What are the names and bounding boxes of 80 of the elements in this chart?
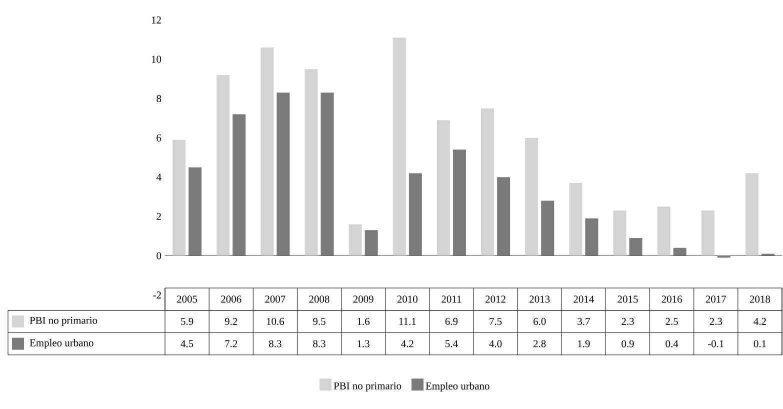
x-tick-label: 2005 xyxy=(177,296,198,303)
x-tick-label: 2018 xyxy=(750,296,770,303)
x-tick-label: 2015 xyxy=(618,296,638,303)
data-label: 6.9 xyxy=(445,318,458,325)
data-label: 8.3 xyxy=(313,340,326,348)
data-label: 1.9 xyxy=(578,340,590,348)
bar xyxy=(408,173,422,256)
data-label: -0.1 xyxy=(708,340,724,348)
data-label: 4.5 xyxy=(180,340,194,348)
data-label: 2.8 xyxy=(534,340,546,348)
bar xyxy=(392,38,406,256)
bar xyxy=(569,183,582,256)
x-tick-label: 2008 xyxy=(309,296,330,303)
data-label: 9.5 xyxy=(313,318,326,325)
data-label: 9.2 xyxy=(224,318,238,325)
y-tick-label: 12 xyxy=(152,16,161,24)
data-label: 5.9 xyxy=(181,318,194,325)
bar xyxy=(673,248,686,256)
bar xyxy=(188,167,202,256)
bar xyxy=(320,92,334,256)
y-tick-label: -2 xyxy=(153,292,161,298)
legend-label: Empleo urbano xyxy=(426,382,490,392)
x-tick-label: 2013 xyxy=(530,296,550,303)
bar xyxy=(216,74,230,256)
legend-label: PBI no primario xyxy=(30,316,98,326)
bar xyxy=(172,140,186,256)
y-tick-label: 2 xyxy=(156,212,161,220)
x-tick-label: 2011 xyxy=(442,296,462,303)
data-label: 8.3 xyxy=(269,340,282,348)
bar xyxy=(348,224,362,256)
bar xyxy=(481,108,494,256)
x-tick-label: 2010 xyxy=(397,296,418,303)
bar xyxy=(585,218,598,256)
data-label: 2.3 xyxy=(622,318,634,325)
bar xyxy=(541,200,554,256)
data-label: 4.2 xyxy=(401,340,414,348)
data-label: 0.9 xyxy=(622,340,634,348)
bar xyxy=(452,150,466,256)
data-label: 5.4 xyxy=(446,340,458,348)
x-tick-label: 2016 xyxy=(662,296,682,303)
x-tick-label: 2014 xyxy=(574,296,594,303)
data-label: 7.5 xyxy=(490,318,502,325)
data-label: 0.1 xyxy=(754,340,766,348)
data-label: 4.2 xyxy=(754,318,766,325)
bar xyxy=(260,47,274,256)
y-tick-label: 6 xyxy=(156,134,162,142)
bar xyxy=(525,138,538,256)
data-label: 0.4 xyxy=(666,340,678,348)
data-label: 3.7 xyxy=(578,318,590,325)
bar xyxy=(629,238,642,256)
data-label: 6.0 xyxy=(534,318,546,325)
data-label: 10.6 xyxy=(266,318,284,325)
x-tick-label: 2012 xyxy=(486,296,506,303)
data-label: 2.3 xyxy=(710,318,722,325)
data-label: 2.5 xyxy=(666,318,678,325)
bar xyxy=(745,173,758,256)
x-tick-label: 2006 xyxy=(221,296,242,303)
x-tick-label: 2009 xyxy=(353,296,374,303)
bar xyxy=(276,92,290,256)
data-label: 1.6 xyxy=(358,318,370,325)
y-tick-label: 4 xyxy=(156,174,162,181)
text: PBI no primario xyxy=(334,382,402,392)
data-label: 4.0 xyxy=(489,340,502,348)
bar xyxy=(436,120,450,256)
data-label: 11.1 xyxy=(399,318,416,325)
y-tick-label: 0 xyxy=(156,252,162,260)
bar xyxy=(613,210,626,256)
bar xyxy=(364,230,378,256)
text: Empleo urbano xyxy=(30,339,94,348)
y-tick-label: 8 xyxy=(156,95,162,102)
y-tick-label: 10 xyxy=(152,56,162,63)
x-tick-label: 2017 xyxy=(706,296,726,303)
bar xyxy=(232,114,246,256)
bar xyxy=(304,69,318,256)
data-label: 1.3 xyxy=(358,340,370,348)
x-tick-label: 2007 xyxy=(265,296,286,303)
data-label: 7.2 xyxy=(225,340,238,348)
bar xyxy=(497,177,510,256)
bar xyxy=(657,206,670,256)
bar xyxy=(701,210,714,256)
